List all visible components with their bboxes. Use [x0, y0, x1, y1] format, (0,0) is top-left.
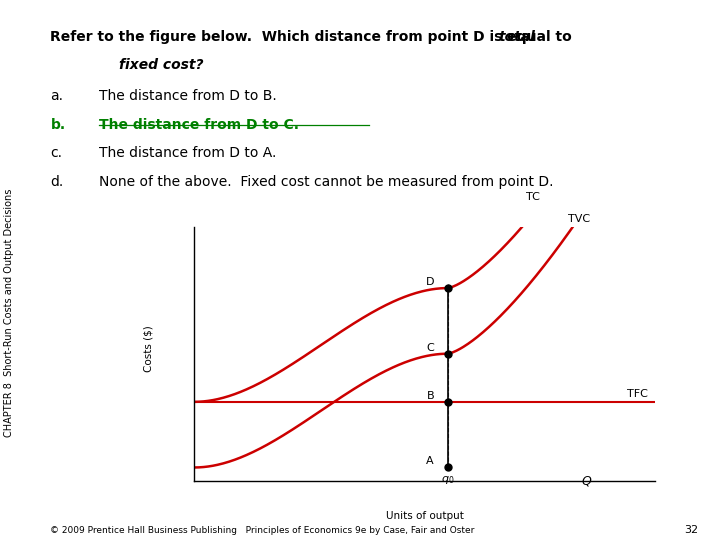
Text: Costs ($): Costs ($) [143, 325, 153, 372]
Text: The distance from D to A.: The distance from D to A. [99, 146, 276, 160]
Text: d.: d. [50, 175, 63, 189]
Text: CHAPTER 8  Short-Run Costs and Output Decisions: CHAPTER 8 Short-Run Costs and Output Dec… [4, 189, 14, 437]
Text: TVC: TVC [568, 214, 590, 224]
Text: B: B [426, 391, 434, 401]
Text: fixed cost?: fixed cost? [119, 58, 203, 72]
Text: TC: TC [526, 192, 540, 202]
Text: D: D [426, 277, 434, 287]
Text: c.: c. [50, 146, 63, 160]
Text: $q_0$: $q_0$ [441, 474, 454, 486]
Text: a.: a. [50, 89, 63, 103]
Text: The distance from D to B.: The distance from D to B. [99, 89, 277, 103]
Text: The distance from D to C.: The distance from D to C. [99, 118, 300, 132]
Text: None of the above.  Fixed cost cannot be measured from point D.: None of the above. Fixed cost cannot be … [99, 175, 554, 189]
Text: total: total [498, 30, 535, 44]
Text: Units of output: Units of output [386, 511, 464, 521]
Text: b.: b. [50, 118, 66, 132]
Text: © 2009 Prentice Hall Business Publishing   Principles of Economics 9e by Case, F: © 2009 Prentice Hall Business Publishing… [50, 525, 474, 535]
Text: Q: Q [581, 474, 591, 487]
Text: TFC: TFC [627, 389, 648, 399]
Text: 32: 32 [684, 524, 698, 535]
Text: A: A [426, 456, 434, 467]
Text: C: C [426, 342, 434, 353]
Text: Refer to the figure below.  Which distance from point D is equal to: Refer to the figure below. Which distanc… [50, 30, 577, 44]
